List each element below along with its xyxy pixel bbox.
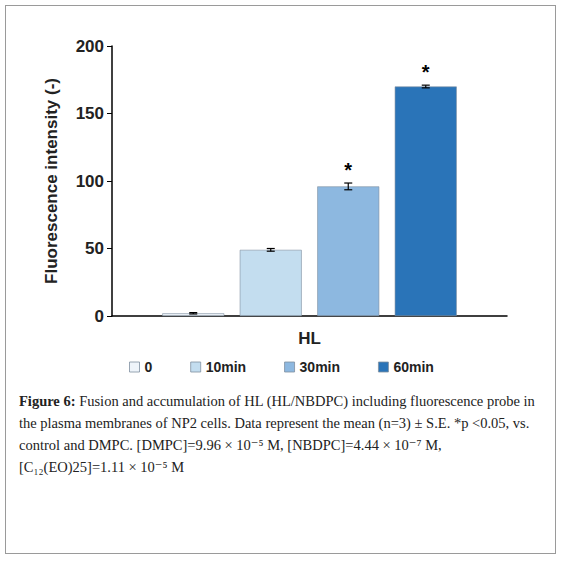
- html-text:Figure 6: Fusion and accumulat: Figure 6: Fusion and accumulation of HL …: [19, 393, 535, 475]
- svg-text:10min: 10min: [206, 359, 246, 375]
- svg-text:60min: 60min: [393, 359, 433, 375]
- svg-text:200: 200: [76, 37, 104, 56]
- svg-text:150: 150: [76, 104, 104, 123]
- svg-text:*: *: [344, 159, 352, 181]
- svg-text:0: 0: [145, 359, 153, 375]
- svg-text:*: *: [422, 61, 430, 83]
- svg-text:30min: 30min: [300, 359, 340, 375]
- svg-text:0: 0: [95, 307, 104, 326]
- svg-text:50: 50: [85, 239, 104, 258]
- svg-text:Fluorescence intensity (-): Fluorescence intensity (-): [42, 78, 61, 284]
- svg-text:100: 100: [76, 172, 104, 191]
- svg-text:HL: HL: [298, 329, 321, 348]
